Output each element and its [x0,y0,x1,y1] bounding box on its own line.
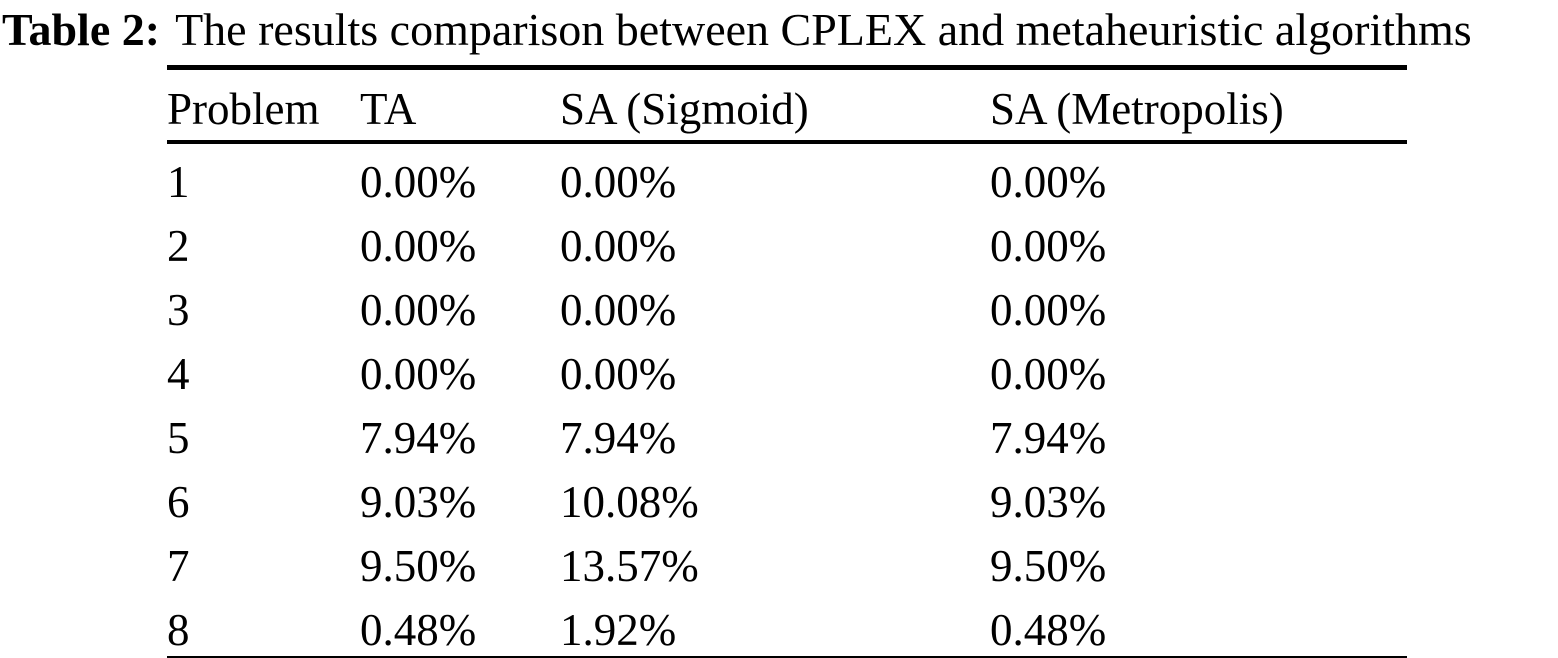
cell-sa-metropolis: 9.50% [990,541,1107,591]
table-row: 7 9.50% 13.57% 9.50% [167,528,1407,592]
cell-problem: 1 [167,157,190,207]
cell-sa-metropolis: 0.00% [990,349,1107,399]
cell-sa-sigmoid: 1.92% [560,592,990,658]
cell-ta: 9.50% [360,541,477,591]
cell-sa-sigmoid: 7.94% [560,413,677,463]
cell-sa-sigmoid: 0.00% [560,157,677,207]
column-header-problem: Problem [167,65,360,144]
table-row: 8 0.48% 1.92% 0.48% [167,592,1407,658]
cell-ta: 9.03% [360,477,477,527]
cell-ta: 0.48% [360,592,560,658]
column-header-sa-metropolis: SA (Metropolis) [990,65,1407,144]
cell-sa-sigmoid: 0.00% [560,285,677,335]
cell-sa-sigmoid: 0.00% [560,349,677,399]
cell-sa-metropolis: 0.00% [990,285,1107,335]
column-header-sa-sigmoid: SA (Sigmoid) [560,65,990,144]
column-header-ta: TA [360,65,560,144]
cell-sa-metropolis: 9.03% [990,477,1107,527]
cell-sa-sigmoid: 13.57% [560,541,699,591]
table-row: 2 0.00% 0.00% 0.00% [167,208,1407,272]
cell-problem: 6 [167,477,190,527]
cell-ta: 0.00% [360,349,477,399]
cell-ta: 0.00% [360,285,477,335]
cell-sa-sigmoid: 10.08% [560,477,699,527]
cell-sa-metropolis: 7.94% [990,413,1107,463]
cell-problem: 3 [167,285,190,335]
cell-sa-metropolis: 0.00% [990,221,1107,271]
header-row: Problem TA SA (Sigmoid) SA (Metropolis) [167,65,1407,144]
cell-sa-metropolis: 0.00% [990,157,1107,207]
cell-ta: 0.00% [360,157,477,207]
table-caption: Table 2: The results comparison between C… [2,2,1472,58]
results-table: Problem TA SA (Sigmoid) SA (Metropolis) … [167,65,1407,658]
cell-ta: 7.94% [360,413,477,463]
table-row: 3 0.00% 0.00% 0.00% [167,272,1407,336]
table-caption-label: Table 2: [2,4,161,55]
cell-sa-sigmoid: 0.00% [560,221,677,271]
cell-problem: 8 [167,592,360,658]
table-row: 5 7.94% 7.94% 7.94% [167,400,1407,464]
cell-problem: 2 [167,221,190,271]
cell-problem: 7 [167,541,190,591]
cell-problem: 4 [167,349,190,399]
cell-problem: 5 [167,413,190,463]
table-row: 1 0.00% 0.00% 0.00% [167,144,1407,208]
table-row: 6 9.03% 10.08% 9.03% [167,464,1407,528]
table-caption-text: The results comparison between CPLEX and… [175,4,1472,55]
cell-ta: 0.00% [360,221,477,271]
cell-sa-metropolis: 0.48% [990,592,1407,658]
table-row: 4 0.00% 0.00% 0.00% [167,336,1407,400]
